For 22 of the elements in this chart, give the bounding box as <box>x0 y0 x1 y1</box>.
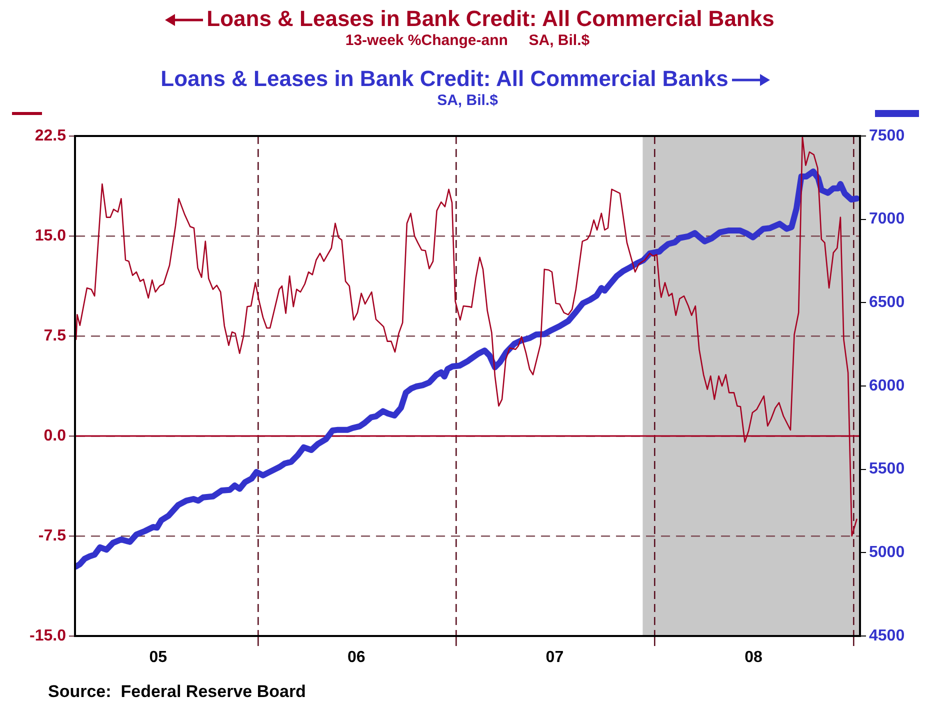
y-tick-label: 15.0 <box>34 227 66 244</box>
y-tick-label: 7.5 <box>44 327 66 344</box>
x-tick-label: 07 <box>546 649 564 666</box>
legend-label: Loans & Leases in Bank Credit: All Commercial Banks <box>206 6 774 31</box>
y2-tick-label: 4500 <box>869 627 905 644</box>
text: SA, Bil.$ <box>436 92 499 110</box>
x-tick-label: 08 <box>744 649 763 666</box>
text: Loans & Leases in Bank Credit: All Commercial Banks <box>160 66 728 91</box>
text: 13-week %Change-ann SA, Bil.$ <box>344 32 591 50</box>
y-tick-label: 0.0 <box>44 427 66 444</box>
y2-tick-label: 6000 <box>869 377 905 394</box>
y2-tick-label: 5500 <box>869 460 905 478</box>
source-note: Source: Federal Reserve Board <box>48 682 306 702</box>
y2-tick-label: 6500 <box>869 294 905 312</box>
y2-tick-label: 7000 <box>869 210 905 228</box>
x-tick-label: 05 <box>149 649 168 666</box>
y-tick-label: -15.0 <box>30 627 66 644</box>
x-tick-label: 06 <box>348 649 366 666</box>
y2-tick-label: 7500 <box>869 127 905 144</box>
y-tick-label: 22.5 <box>34 127 66 144</box>
y2-tick-label: 5000 <box>869 544 905 562</box>
y-tick-label: -7.5 <box>38 527 66 544</box>
